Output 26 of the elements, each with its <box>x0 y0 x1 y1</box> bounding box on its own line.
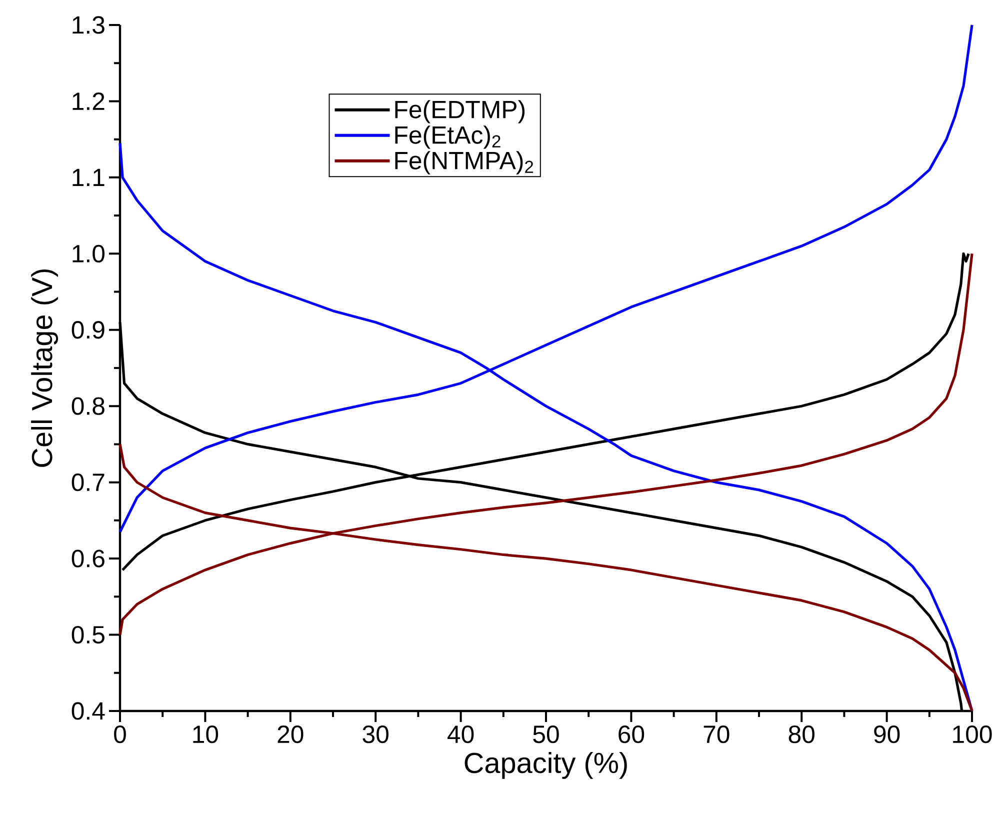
x-tick-label: 30 <box>362 726 388 744</box>
y-tick-label: 1.1 <box>72 168 104 186</box>
y-axis-title: Cell Voltage (V) <box>31 269 58 467</box>
legend-label: Fe(NTMPA)$_{2}$ <box>395 151 534 174</box>
y-tick-label: 1.3 <box>72 16 104 34</box>
y-tick-label: 0.5 <box>72 626 104 644</box>
x-tick-label: 100 <box>953 726 992 744</box>
legend-label: Fe(EDTMP) <box>395 100 525 124</box>
x-tick-label: 10 <box>193 726 218 744</box>
legend-label: Fe(EtAc)$_{2}$ <box>395 126 500 149</box>
x-tick-label: 90 <box>874 726 900 744</box>
y-tick-label: 0.8 <box>72 397 104 415</box>
y-tick-label: 1.2 <box>72 92 104 110</box>
x-axis-title: Capacity (%) <box>464 752 627 779</box>
x-tick-label: 40 <box>448 726 474 744</box>
x-tick-label: 80 <box>788 726 814 744</box>
y-tick-label: 1.0 <box>72 244 105 262</box>
y-tick-label: 0.6 <box>72 550 104 568</box>
x-tick-label: 20 <box>278 726 304 744</box>
y-tick-label: 0.9 <box>72 321 104 339</box>
y-tick-label: 0.7 <box>72 474 104 492</box>
x-tick-label: 50 <box>533 726 559 744</box>
x-tick-label: 60 <box>618 726 644 744</box>
x-tick-label: 0 <box>114 726 126 744</box>
y-tick-label: 0.4 <box>72 702 105 720</box>
x-tick-label: 70 <box>704 726 730 744</box>
